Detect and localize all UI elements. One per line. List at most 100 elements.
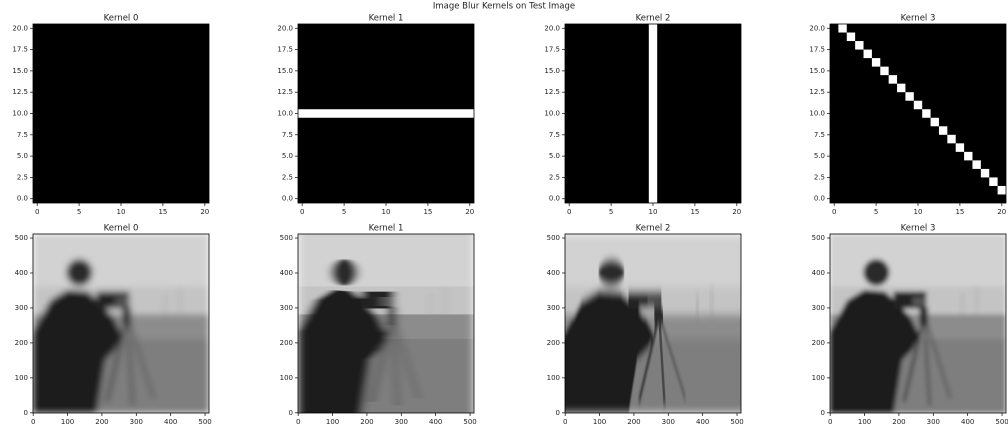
- x-tick-label: 300: [395, 418, 408, 426]
- x-tick-label: 400: [429, 418, 442, 426]
- y-tick-label: 12.5: [809, 88, 825, 96]
- subplot-title: Kernel 2: [636, 224, 671, 234]
- bright-cell: [914, 101, 922, 110]
- y-tick-label: 300: [280, 304, 293, 312]
- x-tick-label: 0: [296, 418, 300, 426]
- subplot-title: Kernel 0: [104, 224, 139, 234]
- scene: [830, 234, 1006, 413]
- y-tick-label: 20.0: [12, 24, 28, 32]
- x-tick-label: 400: [164, 418, 177, 426]
- x-tick-label: 200: [95, 418, 108, 426]
- y-tick-label: 400: [547, 269, 560, 277]
- subplot-title: Kernel 2: [636, 14, 671, 24]
- bright-cell: [880, 67, 888, 76]
- y-tick-label: 2.5: [549, 173, 560, 181]
- y-tick-label: 17.5: [12, 46, 28, 54]
- figure-title: Image Blur Kernels on Test Image: [433, 2, 575, 12]
- subplot-title: Kernel 0: [104, 14, 139, 24]
- bright-cell: [838, 24, 846, 33]
- x-tick-label: 500: [730, 418, 743, 426]
- bright-cell: [872, 58, 880, 67]
- bright-cell: [972, 160, 980, 169]
- y-tick-label: 7.5: [17, 131, 28, 139]
- bright-cell: [981, 169, 989, 178]
- bright-cell: [855, 41, 863, 50]
- scene: [298, 234, 474, 413]
- y-tick-label: 10.0: [809, 110, 825, 118]
- y-tick-label: 300: [812, 304, 825, 312]
- x-tick-label: 20: [732, 208, 741, 216]
- y-tick-label: 2.5: [17, 173, 28, 181]
- y-tick-label: 0: [24, 409, 28, 417]
- x-tick-label: 500: [463, 418, 476, 426]
- scene-use: [565, 234, 741, 413]
- subplot-title: Kernel 3: [901, 224, 936, 234]
- bright-cell: [847, 33, 855, 42]
- x-tick-label: 300: [927, 418, 940, 426]
- bright-cell: [939, 126, 947, 135]
- x-tick-label: 5: [77, 208, 81, 216]
- blurred-image: [830, 234, 1006, 413]
- y-tick-label: 2.5: [282, 173, 293, 181]
- x-tick-label: 5: [342, 208, 346, 216]
- x-tick-label: 0: [35, 208, 39, 216]
- y-tick-label: 17.5: [809, 46, 825, 54]
- y-tick-label: 500: [280, 234, 293, 242]
- y-tick-label: 400: [812, 269, 825, 277]
- blurred-image: [33, 234, 209, 413]
- y-tick-label: 500: [15, 234, 28, 242]
- y-tick-label: 100: [15, 374, 28, 382]
- x-tick-label: 20: [465, 208, 474, 216]
- blurred-image: [298, 234, 474, 413]
- y-tick-label: 7.5: [549, 131, 560, 139]
- y-tick-label: 0.0: [17, 195, 28, 203]
- y-tick-label: 100: [280, 374, 293, 382]
- y-tick-label: 0: [289, 409, 293, 417]
- subplot-title: Kernel 3: [901, 14, 936, 24]
- kernel-image: [33, 24, 209, 203]
- y-tick-label: 5.0: [549, 152, 560, 160]
- bright-cell: [956, 143, 964, 152]
- y-tick-label: 400: [15, 269, 28, 277]
- y-tick-label: 20.0: [277, 24, 293, 32]
- x-tick-label: 10: [649, 208, 658, 216]
- x-tick-label: 300: [130, 418, 143, 426]
- x-tick-label: 400: [961, 418, 974, 426]
- y-tick-label: 20.0: [809, 24, 825, 32]
- y-tick-label: 20.0: [544, 24, 560, 32]
- y-tick-label: 0.0: [814, 195, 825, 203]
- blurred-image: [565, 234, 741, 413]
- y-tick-label: 15.0: [809, 67, 825, 75]
- x-tick-label: 20: [200, 208, 209, 216]
- y-tick-label: 17.5: [277, 46, 293, 54]
- x-tick-label: 200: [360, 418, 373, 426]
- y-tick-label: 17.5: [544, 46, 560, 54]
- x-tick-label: 200: [627, 418, 640, 426]
- bright-cell: [964, 152, 972, 161]
- y-tick-label: 12.5: [12, 88, 28, 96]
- scene: [565, 234, 741, 413]
- y-tick-label: 7.5: [282, 131, 293, 139]
- x-tick-label: 15: [690, 208, 699, 216]
- y-tick-label: 10.0: [544, 110, 560, 118]
- y-tick-label: 10.0: [277, 110, 293, 118]
- subplot-title: Kernel 1: [369, 224, 404, 234]
- scene: [33, 234, 209, 413]
- y-tick-label: 0: [556, 409, 560, 417]
- y-tick-label: 10.0: [12, 110, 28, 118]
- y-tick-label: 0: [821, 409, 825, 417]
- y-tick-label: 0.0: [549, 195, 560, 203]
- x-tick-label: 100: [326, 418, 339, 426]
- x-tick-label: 0: [828, 418, 832, 426]
- x-tick-label: 15: [423, 208, 432, 216]
- x-tick-label: 5: [874, 208, 878, 216]
- y-tick-label: 500: [547, 234, 560, 242]
- bright-cell: [897, 84, 905, 93]
- y-tick-label: 12.5: [544, 88, 560, 96]
- scene-use: [298, 234, 474, 413]
- y-tick-label: 12.5: [277, 88, 293, 96]
- bright-row: [298, 109, 474, 118]
- x-tick-label: 0: [31, 418, 35, 426]
- y-tick-label: 100: [812, 374, 825, 382]
- y-tick-label: 15.0: [277, 67, 293, 75]
